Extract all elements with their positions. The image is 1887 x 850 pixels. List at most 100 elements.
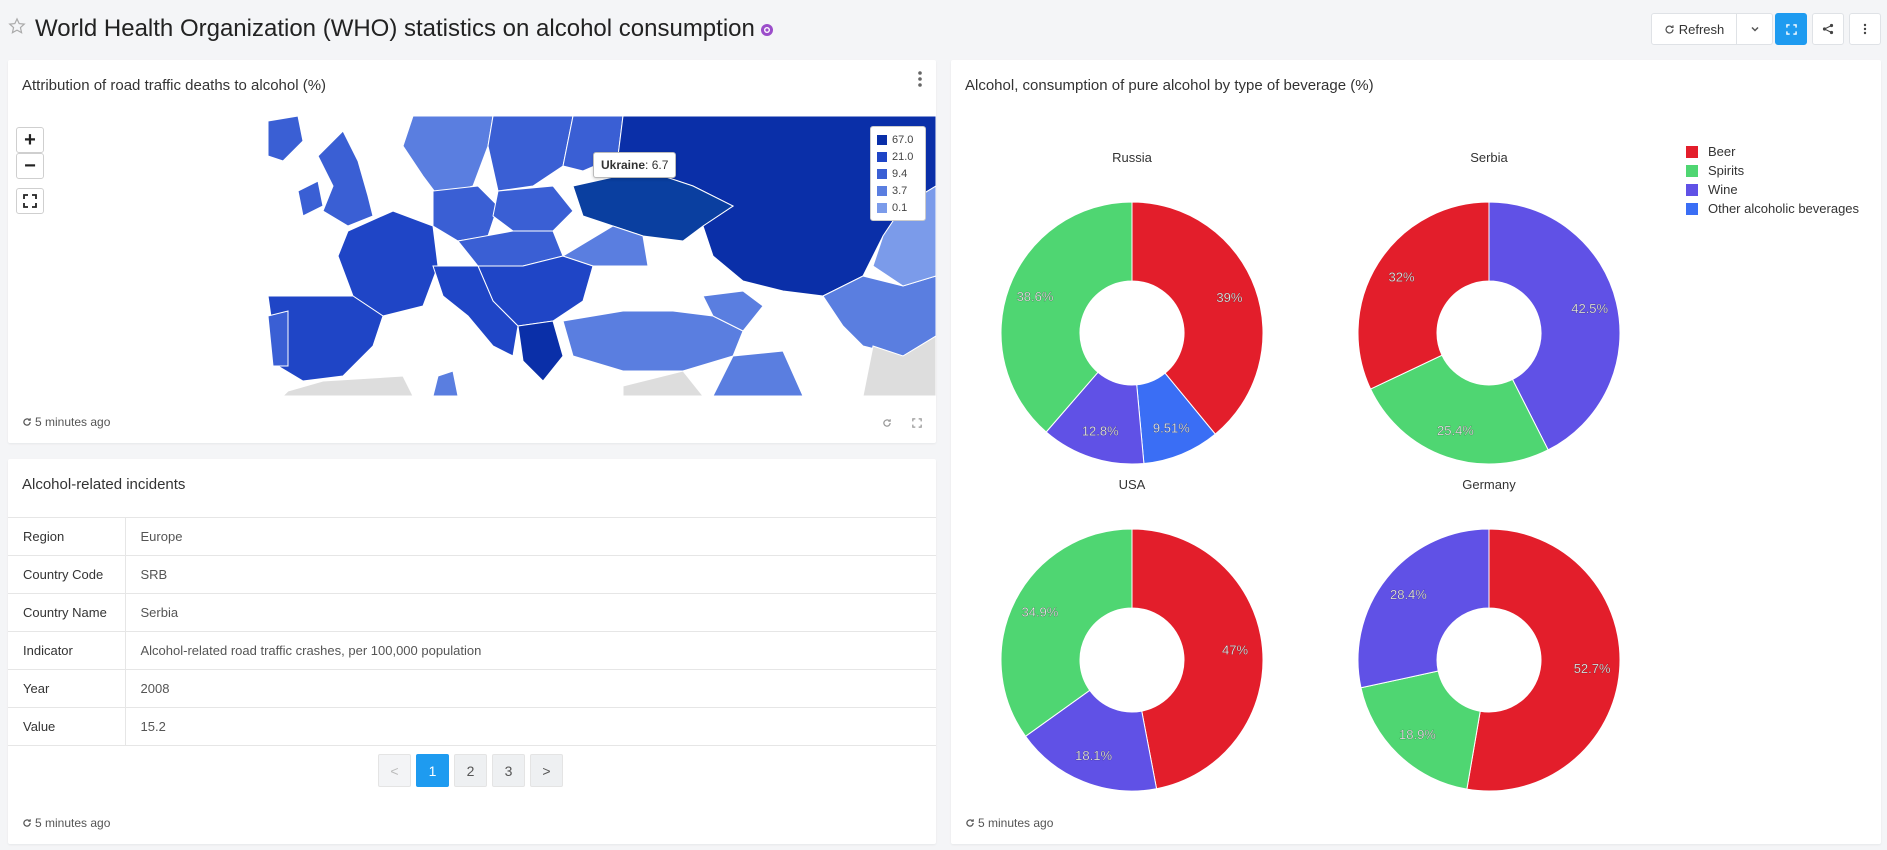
table-row: Year 2008 (8, 669, 936, 708)
pie-slice[interactable] (1000, 201, 1133, 433)
pie-legend-swatch (1686, 164, 1698, 177)
share-button[interactable] (1812, 13, 1844, 45)
map-footer-actions (882, 418, 922, 428)
refresh-icon (23, 819, 31, 827)
map-legend-swatch (877, 202, 887, 213)
pie-legend-item[interactable]: Wine (1686, 180, 1859, 199)
pie-slice-label: 34.9% (1021, 605, 1058, 620)
map-region-ireland[interactable] (297, 180, 324, 217)
pie-slice[interactable] (1357, 528, 1490, 689)
table-row: Country Code SRB (8, 555, 936, 594)
chevron-down-icon (1750, 26, 1759, 32)
pie-slice-label: 25.4% (1437, 423, 1474, 438)
pagination-next[interactable]: > (530, 754, 563, 787)
refresh-label: Refresh (1678, 21, 1725, 37)
page-title: World Health Organization (WHO) statisti… (35, 15, 775, 43)
pagination-page-3[interactable]: 3 (492, 754, 525, 787)
map-last-updated: 5 minutes ago (22, 415, 110, 429)
pie-slice-label: 42.5% (1571, 301, 1608, 316)
pie-slice[interactable] (1369, 354, 1549, 465)
table-row: Indicator Alcohol-related road traffic cr… (8, 631, 936, 670)
map-region-france[interactable] (337, 210, 439, 317)
pagination-prev[interactable]: < (378, 754, 411, 787)
pie-slice[interactable] (1000, 528, 1133, 738)
map-legend-swatch (877, 168, 887, 179)
map-panel: Attribution of road traffic deaths to al… (8, 60, 936, 443)
map-region-tunisia[interactable] (432, 370, 459, 396)
more-vertical-icon (1863, 23, 1867, 35)
table-row-key: Country Code (8, 555, 126, 594)
pie-title: Russia (1112, 150, 1153, 165)
pie-updated-text: 5 minutes ago (978, 816, 1054, 830)
map-legend-label: 9.4 (892, 167, 908, 180)
map-region-turkey[interactable] (562, 310, 744, 372)
favorite-star-icon[interactable] (8, 17, 26, 35)
map-region-iceland[interactable] (267, 116, 304, 162)
table-last-updated: 5 minutes ago (22, 816, 110, 830)
choropleth-map[interactable] (263, 116, 936, 396)
refresh-options-button[interactable] (1737, 13, 1773, 45)
map-region-black-sea[interactable] (592, 265, 704, 312)
zoom-in-button[interactable]: + (16, 127, 44, 153)
pie-legend-swatch (1686, 202, 1698, 215)
map-region-middle-east[interactable] (712, 350, 804, 396)
panel-menu-icon[interactable] (914, 68, 926, 90)
zoom-out-button[interactable]: − (16, 153, 44, 179)
pie-title: USA (1119, 477, 1146, 492)
pie-last-updated: 5 minutes ago (965, 816, 1053, 830)
pie-legend-item[interactable]: Spirits (1686, 161, 1859, 180)
table-row-key: Region (8, 517, 126, 556)
refresh-icon[interactable] (882, 418, 892, 428)
pie-slice[interactable] (1131, 528, 1264, 790)
map-region-uk[interactable] (317, 130, 374, 227)
map-legend: 67.0 21.0 9.4 3.7 0.1 (870, 126, 926, 221)
pie-slice[interactable] (1488, 201, 1621, 451)
map-legend-item: 0.1 (877, 199, 919, 216)
pie-legend: Beer Spirits Wine Other alcoholic beverages (1686, 142, 1859, 218)
pie-slice-label: 18.1% (1075, 748, 1112, 763)
pie-slice[interactable] (1024, 689, 1158, 792)
expand-icon[interactable] (912, 418, 922, 428)
fullscreen-button[interactable] (1775, 13, 1807, 45)
map-legend-swatch (877, 151, 887, 162)
map-region-kazakhstan[interactable] (822, 275, 936, 357)
pie-slice-label: 52.7% (1574, 661, 1611, 676)
map-fullscreen-button[interactable] (16, 188, 44, 214)
table-updated-text: 5 minutes ago (35, 816, 111, 830)
map-region-sweden[interactable] (487, 116, 574, 192)
pie-slice[interactable] (1045, 371, 1145, 465)
pie-legend-item[interactable]: Other alcoholic beverages (1686, 199, 1859, 218)
pie-legend-item[interactable]: Beer (1686, 142, 1859, 161)
pie-title: Germany (1462, 477, 1516, 492)
pie-slice[interactable] (1357, 201, 1490, 390)
more-options-button[interactable] (1849, 13, 1881, 45)
map-region-north-africa-west[interactable] (282, 375, 414, 396)
pie-charts: Russia 39% 9.51% 12.8% 38.6% Serbia 42.5% 25.4%… (1000, 150, 1621, 792)
pie-slice[interactable] (1131, 201, 1264, 435)
pie-slice[interactable] (1466, 528, 1621, 792)
certified-icon (760, 24, 773, 36)
fullscreen-icon (1785, 23, 1797, 35)
refresh-button[interactable]: Refresh (1651, 13, 1737, 45)
map-region-caucasus[interactable] (702, 290, 764, 332)
map-region-iran[interactable] (862, 335, 936, 396)
table-row-value: 2008 (125, 669, 936, 708)
map-region-greece[interactable] (517, 320, 564, 382)
map-region-north-africa-east[interactable] (622, 370, 704, 396)
map-region-portugal[interactable] (267, 310, 289, 367)
pie-panel: Alcohol, consumption of pure alcohol by … (951, 60, 1881, 844)
pie-legend-label: Beer (1708, 144, 1736, 159)
pie-legend-label: Spirits (1708, 163, 1745, 178)
map-updated-text: 5 minutes ago (35, 415, 111, 429)
map-legend-item: 9.4 (877, 165, 919, 182)
dashboard-header: World Health Organization (WHO) statisti… (0, 0, 1887, 58)
refresh-icon (966, 819, 974, 827)
map-region-italy[interactable] (432, 265, 519, 357)
table-row-key: Year (8, 669, 126, 708)
map-legend-label: 67.0 (892, 133, 914, 146)
pagination-page-1[interactable]: 1 (416, 754, 449, 787)
pie-slice[interactable] (1360, 670, 1481, 790)
map-panel-title: Attribution of road traffic deaths to al… (22, 77, 327, 94)
refresh-icon (23, 418, 31, 426)
pagination-page-2[interactable]: 2 (454, 754, 487, 787)
